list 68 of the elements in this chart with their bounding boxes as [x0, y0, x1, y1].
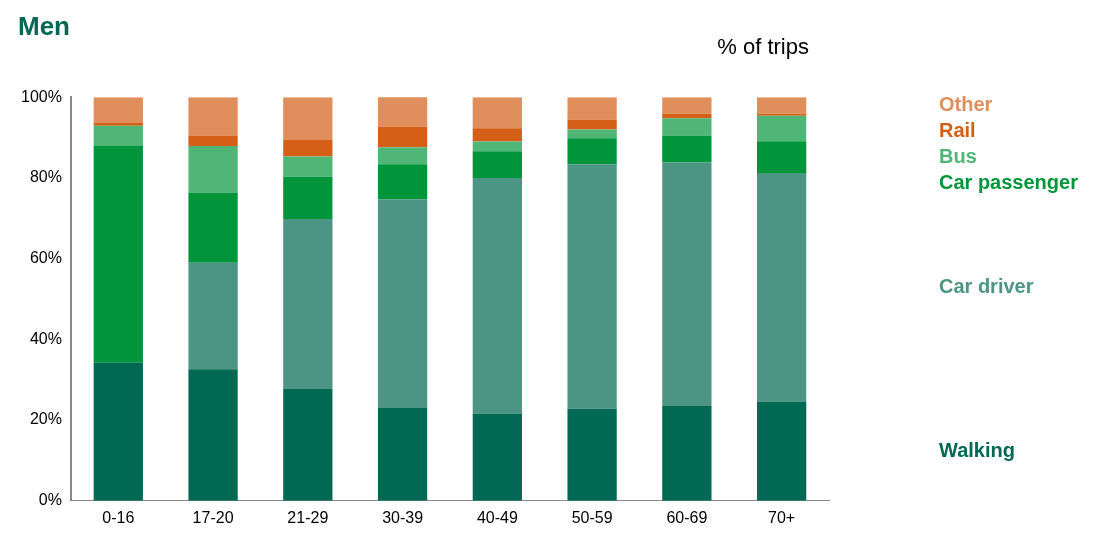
bar [188, 135, 238, 147]
x-tick-label: 60-69 [666, 508, 708, 526]
bar [93, 362, 143, 501]
text: Car driver [939, 274, 1034, 297]
bar [188, 192, 238, 263]
bar [283, 97, 333, 140]
x-tick-label: 30-39 [382, 508, 424, 526]
bar [283, 176, 333, 220]
x-tick-label: 0-16 [102, 508, 135, 526]
bar [377, 97, 428, 127]
bar [662, 118, 712, 136]
bar [567, 138, 617, 165]
bar [472, 177, 522, 414]
bar [283, 139, 333, 157]
bar [93, 97, 143, 124]
bar [662, 135, 712, 163]
bar [188, 369, 238, 501]
bar [283, 156, 333, 177]
text: Other [939, 92, 993, 115]
bar [472, 151, 522, 178]
bar [472, 413, 522, 501]
y-tick-label: 100% [21, 87, 62, 105]
bar [283, 219, 333, 389]
bar [188, 97, 238, 136]
bar [567, 119, 617, 130]
bar [567, 129, 617, 139]
text: Walking [939, 438, 1015, 461]
chart-title: Men [18, 10, 70, 41]
bar [377, 407, 428, 501]
x-tick-label: 50-59 [571, 508, 613, 526]
bar [377, 126, 428, 148]
bar [93, 146, 143, 363]
bar [377, 147, 428, 165]
bar [472, 97, 522, 129]
text: Car passenger [939, 170, 1079, 193]
bar [756, 173, 807, 402]
y-tick-label: 40% [29, 329, 62, 347]
bar [756, 115, 807, 142]
bar [567, 164, 617, 409]
bar [662, 162, 712, 406]
x-tick-label: 21-29 [287, 508, 329, 526]
text: Rail [939, 118, 976, 141]
y-tick-label: 60% [29, 249, 62, 267]
y-tick-label: 0% [38, 491, 62, 509]
text: Bus [939, 144, 977, 167]
x-tick-label: 17-20 [192, 508, 234, 526]
y-tick-label: 20% [29, 410, 62, 428]
bar [188, 262, 238, 370]
y-tick-label: 80% [29, 168, 62, 186]
bar [756, 97, 807, 114]
bar [567, 408, 617, 501]
bar [472, 141, 522, 152]
bar [93, 123, 143, 126]
bar [377, 164, 428, 200]
bar [662, 97, 712, 114]
x-tick-label: 70+ [768, 508, 796, 526]
bar [93, 125, 143, 147]
bar [377, 199, 428, 408]
bar [756, 141, 807, 174]
y-axis-title: % of trips [717, 34, 809, 60]
bar [662, 405, 712, 501]
bar [756, 401, 807, 501]
bar [188, 146, 238, 193]
bar [756, 113, 807, 116]
bar [567, 97, 617, 120]
x-tick-label: 40-49 [476, 508, 518, 526]
bar [283, 388, 333, 501]
bar [472, 128, 522, 142]
